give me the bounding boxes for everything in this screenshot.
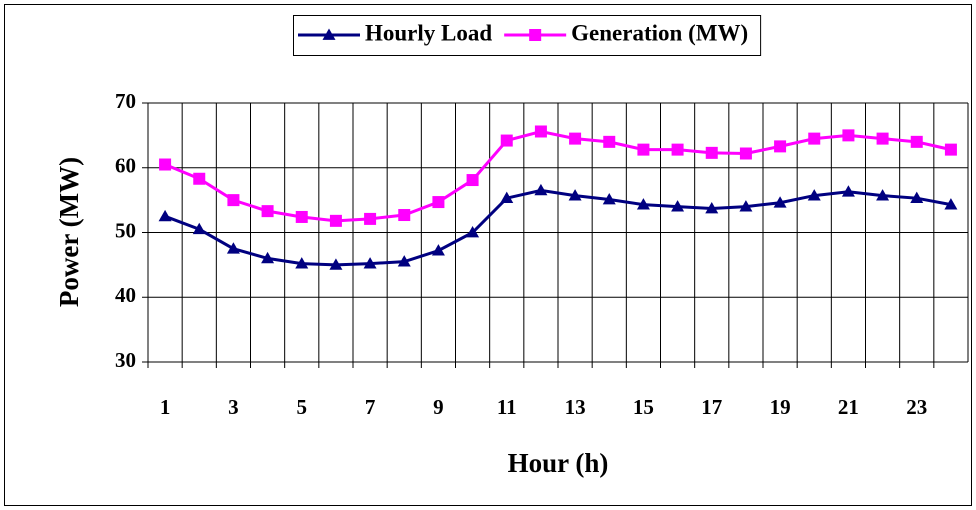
marker: [774, 140, 787, 153]
marker: [808, 132, 821, 145]
chart-frame: [4, 4, 972, 506]
x-tick-label: 23: [906, 395, 927, 419]
marker: [636, 198, 650, 210]
marker: [705, 146, 718, 159]
marker: [295, 210, 308, 223]
marker: [705, 202, 719, 214]
marker: [876, 132, 889, 145]
marker: [671, 143, 684, 156]
x-tick-label: 17: [701, 395, 722, 419]
y-tick-label: 70: [115, 89, 136, 113]
marker: [158, 209, 172, 222]
y-axis-label: Power (MW): [54, 157, 84, 307]
marker: [261, 251, 275, 264]
x-tick-label: 21: [838, 395, 859, 419]
marker: [295, 257, 309, 269]
marker: [529, 29, 542, 41]
marker: [364, 212, 377, 225]
x-tick-label: 15: [633, 395, 654, 419]
y-tick-label: 50: [115, 218, 136, 242]
legend-label: Hourly Load: [365, 20, 492, 45]
marker: [193, 172, 206, 185]
marker: [363, 257, 377, 269]
y-tick-label: 60: [115, 154, 136, 178]
x-tick-label: 1: [160, 395, 171, 419]
marker: [500, 191, 514, 204]
legend-label: Generation (MW): [571, 20, 748, 45]
marker: [944, 143, 957, 156]
marker: [910, 135, 923, 148]
marker: [466, 174, 479, 187]
marker: [329, 214, 342, 227]
marker: [226, 242, 240, 254]
legend: Hourly Load Generation (MW): [293, 15, 762, 56]
x-tick-label: 13: [565, 395, 586, 419]
marker: [500, 134, 513, 147]
marker: [568, 189, 582, 201]
marker: [159, 158, 172, 171]
marker: [534, 125, 547, 138]
marker: [322, 28, 336, 40]
marker: [192, 222, 206, 235]
y-tick-label: 30: [115, 348, 136, 372]
x-tick-label: 5: [297, 395, 308, 419]
marker: [842, 129, 855, 142]
marker: [807, 189, 821, 201]
marker: [910, 191, 924, 204]
marker: [227, 194, 240, 207]
marker: [739, 147, 752, 160]
series-line: [164, 188, 952, 267]
marker: [397, 255, 411, 267]
marker: [671, 200, 685, 212]
x-tick-label: 7: [365, 395, 376, 419]
marker: [534, 183, 548, 196]
marker: [261, 205, 274, 218]
marker: [569, 132, 582, 145]
x-tick-label: 3: [228, 395, 239, 419]
marker: [841, 185, 855, 197]
x-tick-label: 11: [497, 395, 517, 419]
y-tick-label: 40: [115, 283, 136, 307]
marker: [398, 209, 411, 222]
marker: [602, 192, 616, 205]
x-tick-label: 9: [433, 395, 444, 419]
marker: [876, 189, 890, 201]
marker: [739, 200, 753, 212]
marker: [432, 196, 445, 209]
marker: [329, 258, 343, 270]
marker: [431, 244, 445, 256]
marker: [773, 196, 787, 208]
marker: [466, 226, 480, 238]
marker: [944, 198, 958, 210]
marker: [603, 135, 616, 148]
marker: [637, 143, 650, 156]
x-tick-label: 19: [770, 395, 791, 419]
x-axis-label: Hour (h): [508, 448, 609, 478]
